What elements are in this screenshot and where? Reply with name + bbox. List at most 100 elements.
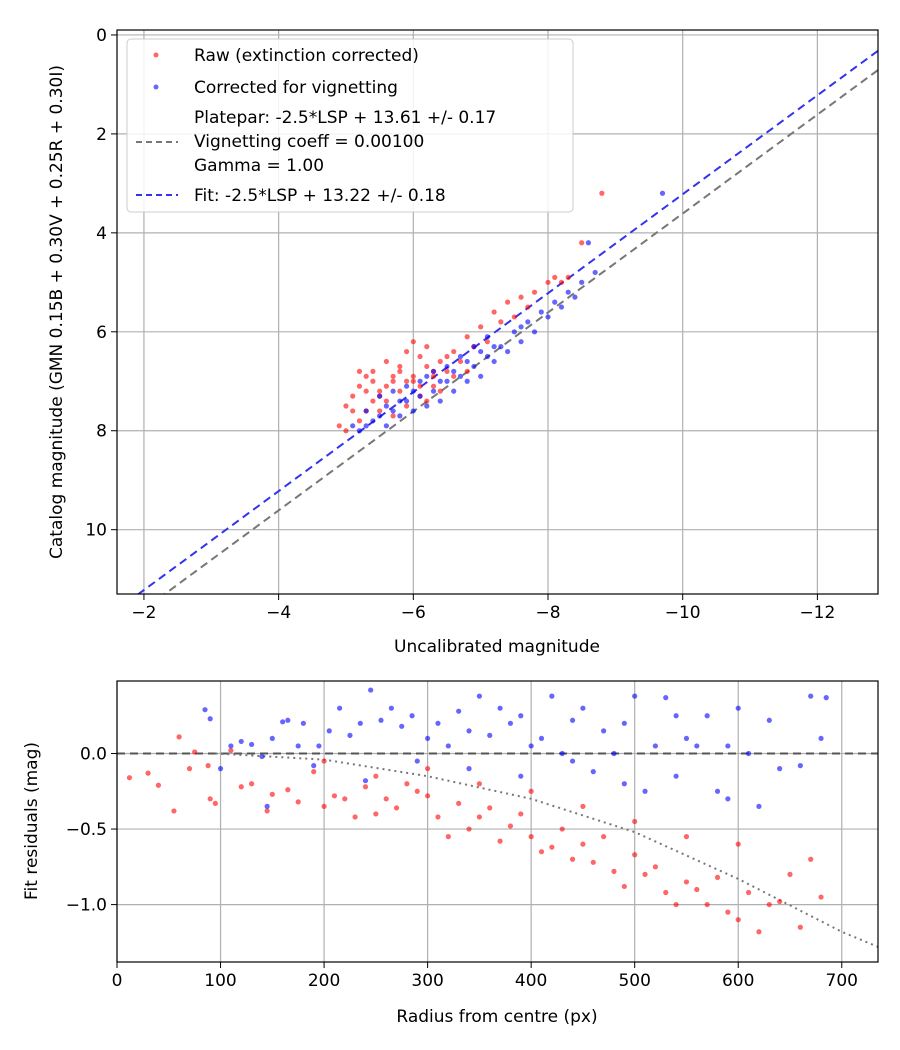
vignetting-trend-line	[215, 752, 879, 948]
bottom-raw-point	[559, 826, 565, 832]
top-raw-point	[397, 388, 403, 394]
top-raw-point	[599, 190, 605, 196]
bottom-x-axis-label: Radius from centre (px)	[396, 1007, 597, 1027]
top-raw-point	[383, 398, 389, 404]
bottom-raw-point	[248, 781, 255, 787]
top-corrected-point	[363, 423, 369, 429]
bottom-corrected-point	[269, 735, 275, 742]
bottom-raw-point	[155, 782, 162, 788]
bottom-raw-point	[476, 781, 482, 787]
top-corrected-point	[451, 368, 457, 374]
bottom-raw-point	[487, 805, 493, 811]
top-raw-point	[350, 408, 356, 414]
top-raw-point	[430, 383, 437, 389]
top-corrected-point	[403, 398, 410, 404]
bottom-corrected-point	[797, 763, 803, 769]
top-raw-point	[417, 383, 423, 389]
bottom-raw-point	[704, 901, 710, 908]
top-corrected-point	[444, 363, 450, 370]
top-raw-point	[356, 383, 363, 389]
bottom-corrected-point	[808, 693, 814, 699]
bottom-raw-point	[818, 894, 824, 900]
top-corrected-point	[383, 423, 389, 429]
top-corrected-point	[545, 314, 551, 320]
top-raw-point	[403, 378, 410, 384]
top-raw-point	[437, 358, 443, 365]
bottom-raw-point	[777, 898, 783, 905]
bottom-x-tick-label: 100	[204, 971, 236, 991]
top-corrected-point	[471, 363, 477, 370]
bottom-raw-point	[238, 784, 244, 790]
top-corrected-point	[417, 378, 423, 384]
top-corrected-point	[430, 388, 437, 394]
top-corrected-point	[403, 383, 410, 389]
top-corrected-point	[437, 398, 443, 404]
bottom-x-tick-label: 0	[112, 971, 123, 991]
bottom-corrected-point	[456, 708, 462, 714]
bottom-raw-point	[735, 841, 741, 847]
bottom-corrected-point	[399, 723, 405, 729]
bottom-raw-point	[632, 818, 638, 825]
top-raw-point	[343, 428, 349, 434]
bottom-corrected-point	[528, 743, 534, 749]
top-corrected-point	[558, 304, 565, 310]
bottom-corrected-point	[264, 803, 270, 809]
top-corrected-point	[491, 344, 497, 350]
bottom-raw-point	[683, 879, 690, 885]
top-raw-point	[356, 368, 363, 374]
top-x-tick-label: −12	[799, 603, 835, 623]
top-corrected-point	[484, 334, 490, 340]
bottom-x-tick-label: 600	[722, 971, 754, 991]
bottom-raw-point	[549, 844, 555, 850]
top-raw-point	[545, 279, 551, 285]
top-raw-point	[444, 353, 450, 360]
fit-line	[136, 49, 878, 594]
bottom-raw-point	[145, 770, 151, 776]
top-raw-point	[417, 353, 423, 360]
bottom-x-tick-label: 200	[308, 971, 340, 991]
top-raw-point	[424, 344, 430, 350]
top-y-tick-label: 2	[96, 125, 107, 145]
bottom-scatter-points	[126, 687, 829, 935]
top-y-tick-label: 8	[96, 422, 107, 442]
bottom-raw-point	[714, 874, 721, 880]
top-raw-point	[390, 378, 396, 384]
top-raw-point	[444, 368, 450, 374]
bottom-raw-point	[787, 871, 793, 877]
top-raw-point	[498, 319, 504, 325]
bottom-corrected-point	[435, 720, 441, 726]
top-corrected-point	[659, 190, 666, 196]
legend-corrected-marker	[153, 84, 159, 90]
bottom-raw-point	[176, 734, 182, 740]
top-raw-point	[343, 403, 349, 409]
top-corrected-point	[451, 388, 457, 394]
bottom-raw-point	[642, 871, 648, 877]
bottom-raw-point	[171, 808, 177, 814]
bottom-corrected-point	[683, 735, 690, 742]
top-corrected-point	[579, 279, 585, 285]
bottom-corrected-point	[378, 717, 384, 723]
bottom-corrected-point	[357, 720, 363, 726]
bottom-corrected-point	[663, 695, 669, 701]
bottom-corrected-point	[388, 705, 394, 711]
bottom-corrected-point	[621, 720, 627, 726]
top-raw-point	[397, 363, 403, 370]
bottom-corrected-point	[228, 743, 234, 749]
top-corrected-point	[377, 393, 383, 399]
top-y-tick-label: 0	[96, 26, 107, 46]
top-corrected-point	[397, 413, 403, 419]
bottom-raw-point	[601, 834, 607, 840]
bottom-corrected-point	[248, 741, 255, 748]
bottom-raw-point	[466, 826, 472, 832]
bottom-corrected-point	[476, 693, 482, 699]
top-raw-point	[464, 334, 470, 340]
top-raw-point	[451, 373, 457, 379]
top-corrected-point	[572, 294, 578, 300]
top-raw-point	[383, 358, 389, 365]
bottom-raw-point	[497, 838, 503, 844]
legend-raw-label: Raw (extinction corrected)	[194, 46, 419, 66]
top-corrected-point	[464, 358, 470, 365]
bottom-raw-point	[528, 834, 534, 840]
top-corrected-point	[424, 373, 430, 379]
top-raw-point	[410, 339, 416, 345]
